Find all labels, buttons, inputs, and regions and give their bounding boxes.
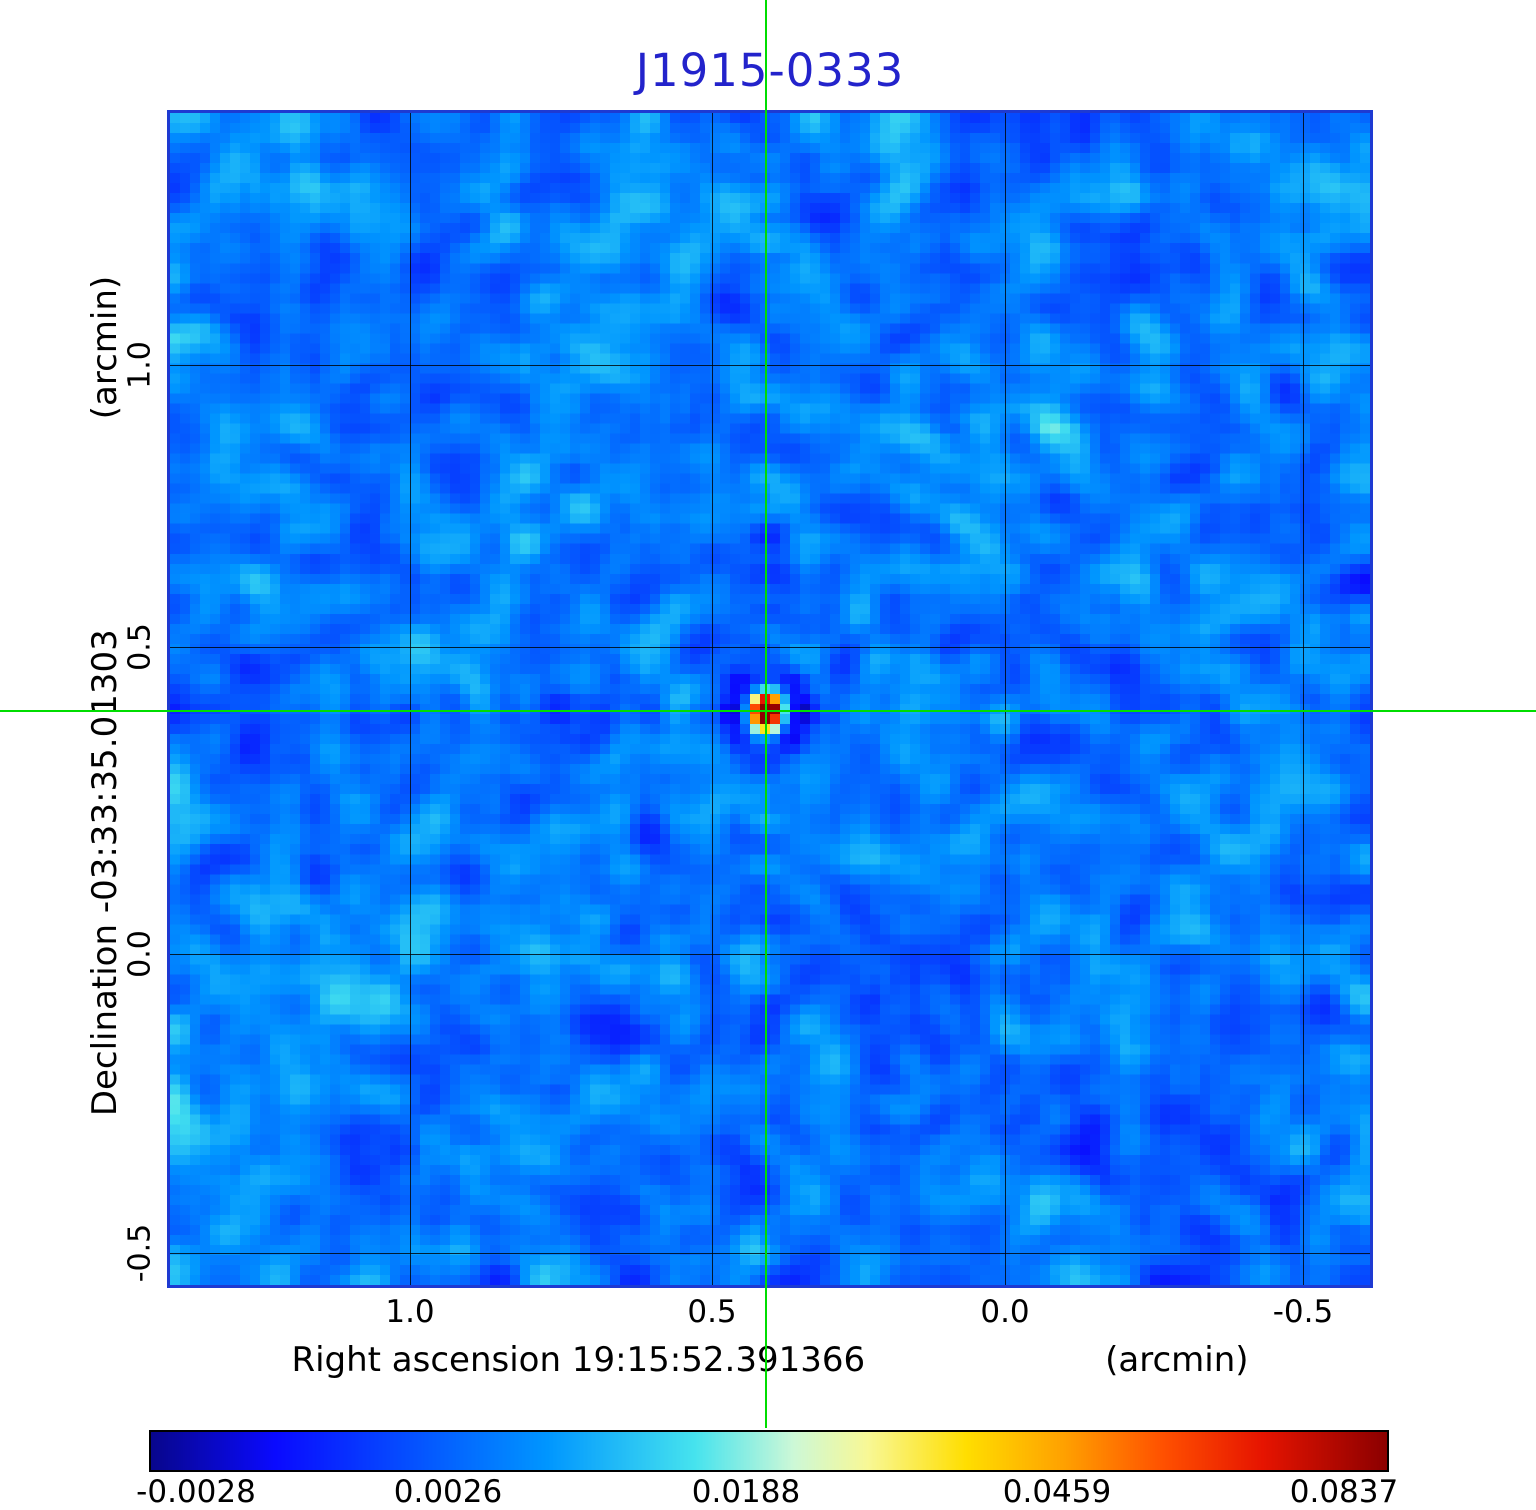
plot-title: J1915-0333	[635, 44, 905, 97]
y-axis-label-inner: Declination -03:33:35.01303 (arcmin)	[85, 276, 125, 1116]
y-axis-unit: (arcmin)	[85, 275, 125, 420]
y-tick-label: 0.0	[122, 930, 158, 978]
x-tick-label: 0.5	[687, 1294, 737, 1330]
sky-image	[170, 113, 1370, 1285]
colorbar-tick-label: 0.0837	[1289, 1474, 1399, 1510]
x-axis-unit: (arcmin)	[1105, 1340, 1249, 1380]
colorbar	[149, 1430, 1389, 1472]
colorbar-tick-label: -0.0028	[136, 1474, 256, 1510]
x-tick-label: -0.5	[1272, 1294, 1334, 1330]
y-tick-label: 1.0	[122, 341, 158, 389]
x-axis-title: Right ascension 19:15:52.391366	[291, 1340, 866, 1380]
colorbar-tick-label: 0.0188	[691, 1474, 801, 1510]
x-tick-label: 1.0	[385, 1294, 435, 1330]
y-tick-label: 0.5	[122, 623, 158, 671]
y-axis-title: Declination -03:33:35.01303	[85, 629, 125, 1117]
y-tick-label: -0.5	[122, 1223, 158, 1283]
colorbar-tick-label: 0.0026	[393, 1474, 503, 1510]
image-panel	[167, 110, 1373, 1288]
y-axis-label: Declination -03:33:35.01303 (arcmin)	[70, 110, 140, 1282]
x-tick-label: 0.0	[980, 1294, 1030, 1330]
colorbar-tick-label: 0.0459	[1002, 1474, 1112, 1510]
x-axis-label: Right ascension 19:15:52.391366 (arcmin)	[170, 1340, 1370, 1380]
colorbar-gradient	[151, 1432, 1387, 1470]
